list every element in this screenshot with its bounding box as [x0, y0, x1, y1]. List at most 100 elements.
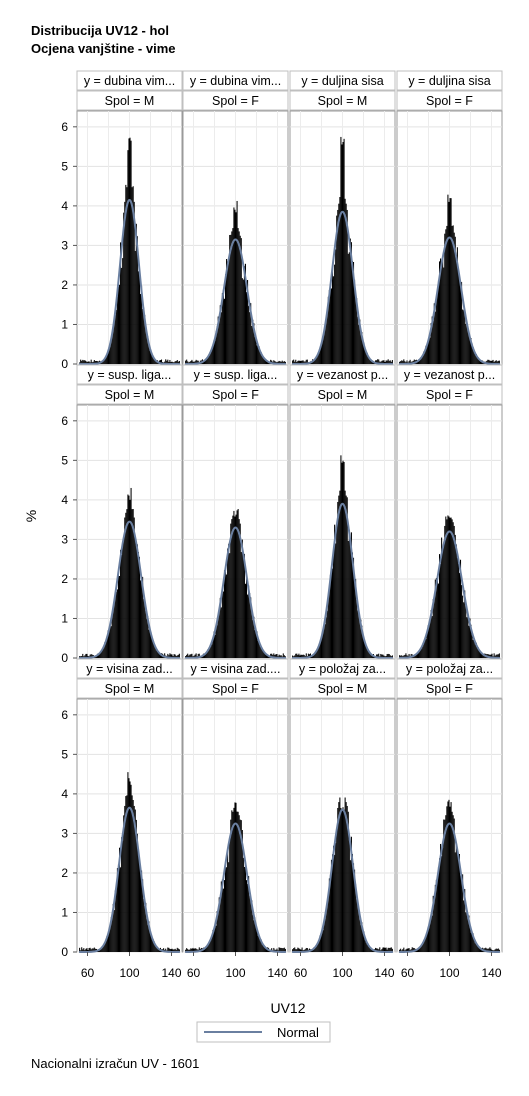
histogram-bar: [173, 654, 175, 658]
histogram-bar: [403, 947, 405, 952]
histogram-bar: [432, 895, 434, 952]
histogram-bar: [143, 307, 145, 364]
histogram-bar: [303, 361, 305, 364]
histogram-bar: [365, 352, 367, 364]
histogram-bar: [204, 947, 206, 952]
histogram-bar: [273, 653, 275, 658]
x-tick-label: 140: [374, 966, 394, 980]
histogram-bar: [178, 949, 180, 952]
panel-sex-label: Spol = F: [212, 94, 259, 108]
histogram-bar: [239, 235, 241, 364]
histogram-bar: [350, 242, 352, 364]
histogram-bar: [261, 944, 263, 952]
histogram-bar: [114, 890, 116, 952]
histogram-bar: [476, 945, 478, 952]
histogram-bar: [363, 342, 365, 364]
histogram-bar: [315, 358, 317, 364]
histogram-bar: [261, 648, 263, 658]
panel-variable-label: y = vezanost p...: [297, 368, 388, 382]
histogram-bar: [259, 940, 261, 952]
histogram-bar: [207, 946, 209, 952]
histogram-bar: [158, 949, 160, 952]
histogram-bar: [101, 650, 103, 658]
histogram-bar: [109, 924, 111, 952]
histogram-bar: [495, 360, 497, 364]
panel-header-cell: [396, 364, 503, 385]
histogram-bar: [225, 865, 227, 952]
histogram-bar: [416, 949, 418, 952]
histogram-bar: [250, 597, 252, 658]
histogram-bar: [280, 655, 282, 658]
histogram-bar: [318, 939, 320, 952]
histogram-bar: [130, 784, 132, 952]
histogram-bar: [441, 856, 443, 952]
histogram-bar: [494, 360, 496, 364]
histogram-bar: [461, 585, 463, 658]
histogram-bar: [474, 943, 476, 952]
histogram-bar: [86, 948, 88, 952]
histogram-bar: [388, 947, 390, 952]
histogram-bar: [186, 654, 188, 658]
histogram-bar: [472, 639, 474, 658]
histogram-bar: [316, 944, 318, 952]
histogram-bar: [102, 361, 104, 364]
histogram-bar: [267, 361, 269, 364]
histogram-bar: [383, 655, 385, 658]
histogram-bar: [213, 930, 215, 952]
histogram-bar: [318, 646, 320, 658]
y-tick-label: 1: [61, 317, 68, 331]
panel-sex-label: Spol = F: [212, 388, 259, 402]
histogram-bar: [89, 654, 91, 658]
histogram-bar: [279, 655, 281, 658]
histogram-bar: [208, 354, 210, 364]
histogram-bar: [190, 361, 192, 364]
histogram-bar: [144, 602, 146, 658]
histogram-bar: [347, 540, 349, 658]
histogram-bar: [433, 303, 435, 364]
histogram-bar: [278, 360, 280, 364]
histogram-bar: [268, 656, 270, 658]
histogram-bar: [292, 360, 294, 364]
histogram-bar: [175, 361, 177, 364]
panel-variable-label: y = susp. liga...: [194, 368, 278, 382]
histogram-bar: [251, 325, 253, 364]
histogram-bar: [458, 277, 460, 364]
histogram-bar: [147, 616, 149, 658]
histogram-bar: [470, 932, 472, 952]
histogram-bar: [415, 654, 417, 658]
histogram-bar: [496, 361, 498, 364]
histogram-bar: [187, 949, 189, 952]
panel-header-cell: [396, 90, 503, 111]
histogram-bar: [388, 360, 390, 364]
histogram-bar: [103, 944, 105, 952]
histogram-bar: [400, 361, 402, 364]
histogram-bar: [207, 649, 209, 658]
histogram-bar: [222, 289, 224, 364]
histogram-bar: [317, 649, 319, 658]
histogram-bar: [282, 361, 284, 364]
y-tick-label: 5: [61, 159, 68, 173]
histogram-bar: [483, 654, 485, 658]
histogram-bar: [423, 642, 425, 658]
histogram-bar: [106, 936, 108, 952]
histogram-bar: [283, 655, 285, 658]
histogram-bar: [122, 541, 124, 658]
histogram-bar: [106, 636, 108, 658]
histogram-bar: [295, 949, 297, 952]
histogram-bar: [281, 360, 283, 364]
histogram-bar: [109, 346, 111, 364]
histogram-bar: [473, 638, 475, 658]
histogram-bar: [120, 867, 122, 952]
histogram-bar: [114, 315, 116, 364]
histogram-bar: [169, 359, 171, 364]
histogram-bar: [338, 802, 340, 952]
histogram-bar: [295, 653, 297, 658]
histogram-bar: [150, 351, 152, 364]
histogram-bar: [121, 837, 123, 952]
histogram-bar: [278, 947, 280, 952]
histogram-bar: [240, 552, 242, 658]
histogram-bar: [196, 360, 198, 364]
histogram-bar: [369, 948, 371, 952]
histogram-bar: [391, 655, 393, 658]
histogram-bar: [341, 144, 343, 364]
